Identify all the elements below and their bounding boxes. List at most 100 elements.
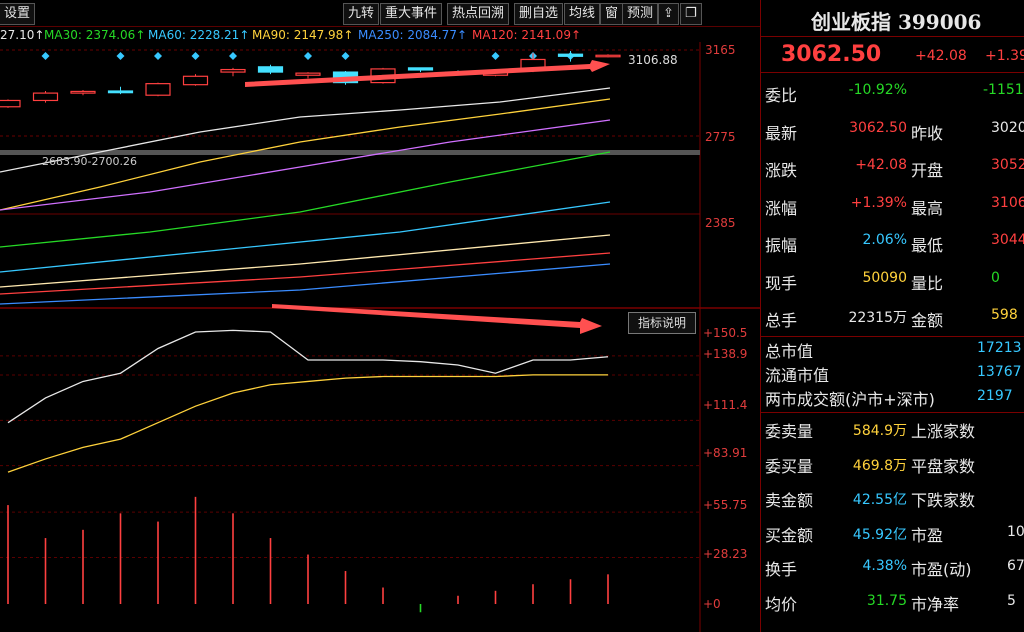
market-value: 17213 (977, 340, 1022, 356)
ma-legend-ma60: MA60: 2228.21↑ (148, 28, 250, 42)
quote-value: 3106 (991, 194, 1024, 211)
signal-diamond-icon (341, 52, 350, 60)
trend-arrow-indicator (272, 304, 602, 334)
quote-panel: 创业板指 399006 3062.50 +42.08 +1.39 委比 -10.9… (760, 0, 1024, 632)
quote-label: 金额 (911, 311, 944, 330)
market-label: 总市值 (765, 342, 814, 361)
price-change-pct: +1.39 (985, 48, 1024, 64)
quote-value: -10.92% (848, 82, 907, 98)
ma-legend-ma250: MA250: 2084.77↑ (358, 28, 468, 42)
ma90-line (0, 234, 611, 288)
price-axis-label: 3165 (705, 43, 736, 57)
moving-average-button[interactable]: 均线 (564, 3, 601, 25)
restore-window-icon[interactable]: ❐ (680, 3, 702, 25)
candle-body (0, 99, 21, 108)
market-label: 两市成交额(沪市+深市) (765, 390, 935, 409)
quote-label: 最低 (911, 236, 944, 255)
market-label: 流通市值 (765, 366, 830, 385)
quote-value: 3044 (991, 232, 1024, 248)
candle-body (595, 54, 621, 58)
quote-value: 2.06% (862, 232, 907, 248)
signal-diamond-icon (116, 52, 125, 60)
ma120-line (0, 252, 611, 295)
candle-body (32, 92, 59, 102)
quote-value: 3052 (991, 157, 1024, 173)
low-price-annotation: 2683.90-2700.26 (42, 155, 137, 168)
depth-value: 67 (1007, 558, 1024, 574)
candle-body (182, 75, 209, 86)
depth-value: 4.38% (862, 558, 907, 574)
quote-label: 涨幅 (765, 198, 798, 218)
ma10-line (0, 98, 611, 211)
depth-value: 5 (1007, 592, 1016, 609)
quote-label: 昨收 (911, 123, 944, 143)
depth-label: 均价 (765, 594, 798, 614)
quote-value: 3062.50 (849, 119, 907, 136)
high-price-annotation: 3106.88 (628, 53, 678, 67)
quote-value: 22315万 (848, 310, 907, 326)
trend-arrow-price (245, 60, 610, 87)
candle-body (220, 68, 246, 73)
ma30-line (0, 151, 611, 248)
depth-label: 市盈 (911, 525, 944, 545)
signal-diamond-icon (491, 52, 500, 60)
depth-value: 45.92亿 (852, 526, 907, 543)
candle-body (407, 67, 434, 71)
depth-value: 469.8万 (852, 457, 907, 474)
settings-button[interactable]: 设置 (0, 3, 36, 25)
indicator-axis-label: +138.9 (703, 347, 748, 361)
depth-label: 委买量 (765, 456, 814, 476)
depth-value: 31.75 (866, 592, 907, 609)
hotspot-review-button[interactable]: 热点回溯 (447, 3, 510, 25)
market-value: 13767 (977, 364, 1022, 380)
depth-value: 42.55亿 (852, 492, 907, 508)
candle-body (145, 83, 171, 96)
depth-label: 平盘家数 (911, 456, 976, 476)
quote-value: 0 (991, 269, 1000, 286)
quote-value: 598 (991, 307, 1018, 323)
depth-label: 卖金额 (765, 491, 814, 510)
ma20-line (0, 119, 611, 211)
candle-body (70, 90, 96, 94)
indicator-line (7, 374, 608, 473)
quote-value: 50090 (862, 269, 907, 286)
price-axis-label: 2385 (705, 216, 736, 230)
ma250-line (0, 263, 611, 305)
current-price: 3062.50 (781, 42, 882, 67)
indicator-description-button[interactable]: 指标说明 (628, 312, 696, 334)
depth-label: 下跌家数 (911, 491, 976, 510)
chart-toolbar: 设置 九转 重大事件 热点回溯 删自选 均线 窗 预测 ⇪ ❐ (0, 0, 760, 27)
candle-body (557, 53, 584, 57)
ma-legend-ma90: MA90: 2147.98↑ (252, 28, 354, 42)
ma-legend-ma30: MA30: 2374.06↑ (44, 28, 146, 42)
signal-diamond-icon (191, 52, 200, 60)
indicator-line (7, 329, 609, 424)
signal-diamond-icon (304, 52, 312, 60)
ma-legend-ma120: MA120: 2141.09↑ (472, 28, 582, 42)
lock-icon[interactable]: ⇪ (658, 3, 679, 25)
index-title: 创业板指 399006 (811, 10, 982, 34)
candle-body (107, 90, 134, 94)
quote-value: -1151 (983, 82, 1024, 98)
remove-watchlist-button[interactable]: 删自选 (514, 3, 564, 25)
indicator-axis-label: +83.91 (703, 446, 748, 460)
major-events-button[interactable]: 重大事件 (380, 3, 443, 25)
quote-label: 最高 (911, 198, 944, 218)
quote-value: +1.39% (850, 194, 907, 211)
quote-value: +42.08 (855, 157, 907, 173)
quote-label: 现手 (765, 273, 798, 293)
forecast-button[interactable]: 预测 (622, 3, 659, 25)
depth-label: 市净率 (911, 594, 960, 614)
indicator-axis-label: +28.23 (703, 547, 748, 561)
market-value: 2197 (977, 388, 1013, 404)
price-change: +42.08 (915, 48, 967, 64)
window-button[interactable]: 窗 (600, 3, 624, 25)
quote-label: 涨跌 (765, 161, 798, 180)
candle-body (257, 66, 284, 73)
jiuzhuan-button[interactable]: 九转 (343, 3, 380, 25)
chart-canvas[interactable] (0, 42, 760, 632)
signal-diamond-icon (41, 52, 50, 60)
quote-label: 量比 (911, 273, 944, 293)
candle-body (295, 72, 321, 76)
ma-legend-prev: 27.10↑ (0, 28, 45, 42)
